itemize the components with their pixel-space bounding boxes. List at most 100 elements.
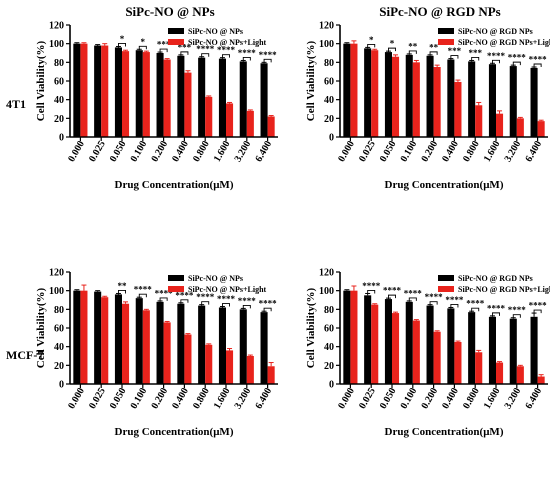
chart-panel-2: 0 20 40 60 80 100 120 0.000 * 0.025 * 0.050 ** 0.100 *… — [305, 21, 550, 192]
significance-bracket — [201, 53, 210, 57]
bar-dark — [218, 307, 226, 384]
y-axis-title: Cell Viability(%) — [35, 40, 47, 121]
significance-bracket — [471, 307, 480, 312]
y-tick-label: 20 — [324, 361, 334, 372]
x-axis-title: Drug Concentration(μM) — [385, 426, 504, 438]
bar-light — [163, 59, 171, 137]
significance-bracket — [118, 43, 126, 47]
legend-label: SiPc-NO @ RGD NPs+Light — [458, 285, 550, 294]
significance-label: **** — [362, 281, 381, 291]
significance-label: **** — [529, 55, 548, 65]
bar-dark — [530, 316, 538, 384]
significance-label: **** — [259, 50, 278, 60]
y-tick-label: 80 — [324, 305, 334, 316]
y-tick-label: 120 — [49, 268, 64, 279]
x-axis-title: Drug Concentration(μM) — [115, 426, 234, 438]
bar-dark — [73, 290, 81, 384]
significance-bracket — [138, 293, 147, 298]
bar-light — [163, 322, 171, 384]
bar-dark — [218, 58, 226, 137]
x-tick-label: 0.800 — [461, 139, 482, 164]
bar-dark — [405, 301, 413, 384]
row-label-mcf7: MCF-7 — [6, 348, 43, 362]
x-tick-label: 0.400 — [440, 386, 461, 411]
bar-light — [267, 366, 275, 384]
bar-dark — [135, 298, 143, 384]
y-tick-label: 80 — [54, 58, 64, 69]
y-axis-title: Cell Viability(%) — [305, 287, 317, 368]
bar-dark — [447, 308, 455, 384]
x-tick-label: 0.000 — [66, 386, 87, 411]
significance-bracket — [512, 314, 521, 318]
bar-dark — [198, 305, 206, 384]
x-tick-label: 0.200 — [149, 139, 170, 164]
bar-dark — [239, 61, 247, 137]
significance-label: **** — [529, 301, 548, 311]
bar-light — [496, 362, 504, 384]
x-tick-label: 0.800 — [461, 386, 482, 411]
significance-label: **** — [404, 288, 423, 298]
bar-dark — [73, 43, 81, 137]
x-tick-label: 0.100 — [129, 386, 150, 411]
x-tick-label: 0.025 — [87, 139, 108, 164]
y-tick-label: 80 — [54, 305, 64, 316]
bar-dark — [156, 53, 164, 137]
bar-dark — [135, 50, 143, 138]
y-tick-label: 100 — [319, 39, 334, 50]
significance-label: ** — [408, 41, 418, 51]
significance-label: **** — [383, 286, 402, 296]
significance-label: **** — [466, 299, 485, 309]
bar-dark — [364, 48, 372, 138]
bar-dark — [114, 47, 122, 137]
bar-light — [80, 290, 88, 384]
legend-swatch — [168, 275, 184, 281]
bar-light — [350, 290, 358, 384]
significance-label: **** — [175, 290, 194, 300]
bar-light — [122, 51, 130, 138]
significance-label: * — [120, 34, 125, 44]
significance-label: *** — [178, 42, 192, 52]
row-label-4t1: 4T1 — [6, 97, 26, 111]
legend-label: SiPc-NO @ RGD NPs+Light — [458, 38, 550, 47]
x-tick-label: 0.100 — [399, 386, 420, 411]
significance-bracket — [222, 54, 230, 58]
significance-bracket — [450, 304, 459, 308]
y-tick-label: 100 — [49, 39, 64, 50]
x-tick-label: 1.600 — [482, 139, 503, 164]
x-tick-label: 6.400 — [523, 386, 544, 411]
y-tick-label: 20 — [54, 361, 64, 372]
x-tick-label: 0.000 — [336, 139, 357, 164]
y-tick-label: 60 — [54, 77, 64, 88]
y-tick-label: 120 — [319, 268, 334, 279]
x-tick-label: 0.025 — [87, 386, 108, 411]
x-tick-label: 6.400 — [253, 386, 274, 411]
bar-dark — [260, 63, 268, 138]
bar-dark — [426, 305, 434, 384]
y-tick-label: 40 — [324, 342, 334, 353]
significance-bracket — [408, 297, 417, 301]
significance-label: *** — [448, 46, 462, 56]
y-tick-label: 80 — [324, 58, 334, 69]
significance-label: ** — [118, 281, 128, 291]
bar-dark — [177, 55, 185, 137]
significance-bracket — [138, 45, 147, 50]
x-tick-label: 6.400 — [523, 139, 544, 164]
x-tick-label: 0.200 — [149, 386, 170, 411]
bar-light — [101, 45, 109, 137]
bar-dark — [260, 312, 268, 384]
bar-dark — [488, 64, 496, 137]
bar-dark — [488, 316, 496, 384]
significance-bracket — [242, 304, 251, 309]
bar-light — [537, 121, 545, 137]
significance-label: **** — [487, 51, 506, 61]
legend-label: SiPc-NO @ NPs+Light — [188, 285, 267, 294]
bar-dark — [343, 43, 351, 137]
x-tick-label: 0.050 — [378, 386, 399, 411]
x-tick-label: 0.000 — [336, 386, 357, 411]
bar-dark — [447, 59, 455, 137]
legend-label: SiPc-NO @ RGD NPs — [458, 27, 533, 36]
significance-bracket — [118, 290, 126, 294]
y-tick-label: 0 — [59, 380, 64, 391]
x-tick-label: 0.400 — [440, 139, 461, 164]
